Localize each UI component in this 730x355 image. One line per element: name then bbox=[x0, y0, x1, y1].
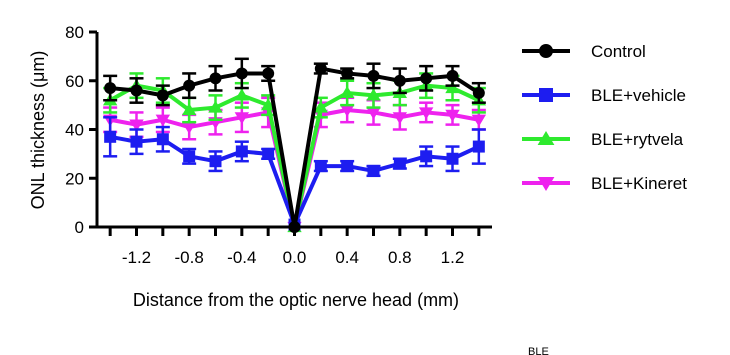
data-point bbox=[314, 62, 327, 75]
data-point bbox=[129, 119, 144, 132]
data-point bbox=[471, 114, 487, 127]
data-point bbox=[393, 74, 406, 87]
legend-item: Control bbox=[522, 42, 646, 61]
data-point bbox=[445, 109, 460, 122]
x-tick-label: -0.4 bbox=[227, 248, 256, 267]
y-axis-title: ONL thickness (μm) bbox=[28, 51, 48, 210]
y-tick-label: 0 bbox=[75, 218, 84, 237]
x-tick-label: 0.4 bbox=[335, 248, 359, 267]
series-line bbox=[109, 134, 480, 227]
data-point bbox=[183, 79, 196, 92]
data-point bbox=[234, 88, 250, 101]
data-point bbox=[235, 67, 248, 80]
x-tick-label: 0.0 bbox=[283, 248, 307, 267]
data-point bbox=[104, 130, 117, 143]
data-point bbox=[156, 133, 169, 146]
x-tick-label: -0.8 bbox=[175, 248, 204, 267]
legend-marker bbox=[539, 44, 553, 58]
data-point bbox=[235, 145, 248, 158]
legend-item: BLE+vehicle bbox=[522, 86, 686, 105]
data-point bbox=[418, 107, 434, 120]
y-tick-label: 20 bbox=[65, 169, 84, 188]
data-point bbox=[392, 112, 408, 125]
data-point bbox=[104, 82, 117, 95]
plot-area bbox=[102, 57, 487, 234]
data-point bbox=[208, 100, 223, 113]
series-ble-vehicle bbox=[103, 116, 486, 231]
data-point bbox=[366, 88, 381, 101]
data-point bbox=[234, 112, 250, 125]
data-point bbox=[262, 147, 275, 160]
data-point bbox=[130, 84, 143, 97]
data-point bbox=[181, 121, 197, 134]
data-point bbox=[339, 104, 355, 117]
data-point bbox=[313, 100, 329, 113]
y-tick-label: 80 bbox=[65, 23, 84, 42]
legend-label: BLE+rytvela bbox=[591, 130, 684, 149]
legend-label: Control bbox=[591, 42, 646, 61]
data-point bbox=[420, 72, 433, 85]
data-point bbox=[393, 157, 406, 170]
data-point bbox=[420, 150, 433, 163]
legend-marker bbox=[537, 177, 555, 192]
data-point bbox=[209, 155, 222, 168]
x-tick-label: 1.2 bbox=[441, 248, 465, 267]
data-point bbox=[209, 72, 222, 85]
legend: Control BLE+vehicle BLE+rytvela BLE+Kineret bbox=[522, 42, 687, 193]
data-point bbox=[472, 140, 485, 153]
data-point bbox=[155, 114, 171, 127]
data-point bbox=[341, 160, 354, 173]
data-point bbox=[181, 103, 197, 116]
legend-marker bbox=[537, 130, 555, 145]
legend-label: BLE+vehicle bbox=[591, 86, 686, 105]
y-tick-label: 40 bbox=[65, 121, 84, 140]
data-point bbox=[472, 86, 485, 99]
data-point bbox=[183, 150, 196, 163]
legend-item: BLE+Kineret bbox=[522, 174, 687, 193]
data-point bbox=[339, 86, 355, 99]
data-point bbox=[262, 67, 275, 80]
stray-label: BLE bbox=[528, 346, 549, 355]
x-tick-label: -1.2 bbox=[122, 248, 151, 267]
data-point bbox=[446, 152, 459, 165]
y-tick-label: 60 bbox=[65, 72, 84, 91]
legend-marker bbox=[539, 88, 553, 102]
legend-label: BLE+Kineret bbox=[591, 174, 687, 193]
x-axis-title: Distance from the optic nerve head (mm) bbox=[133, 290, 459, 310]
data-point bbox=[341, 67, 354, 80]
data-point bbox=[445, 81, 460, 94]
data-point bbox=[260, 98, 276, 111]
data-point bbox=[446, 69, 459, 82]
data-point bbox=[367, 164, 380, 177]
series-ble-kineret bbox=[102, 96, 487, 234]
data-point bbox=[130, 135, 143, 148]
data-point bbox=[366, 107, 381, 120]
x-tick-label: 0.8 bbox=[388, 248, 412, 267]
data-point bbox=[367, 69, 380, 82]
legend-item: BLE+rytvela bbox=[522, 130, 684, 149]
data-point bbox=[314, 160, 327, 173]
axes: 0 20 40 60 80 -1.2 -0.8 -0.4 0.0 0.4 0.8 1.2 bbox=[65, 23, 492, 267]
data-point bbox=[156, 89, 169, 102]
